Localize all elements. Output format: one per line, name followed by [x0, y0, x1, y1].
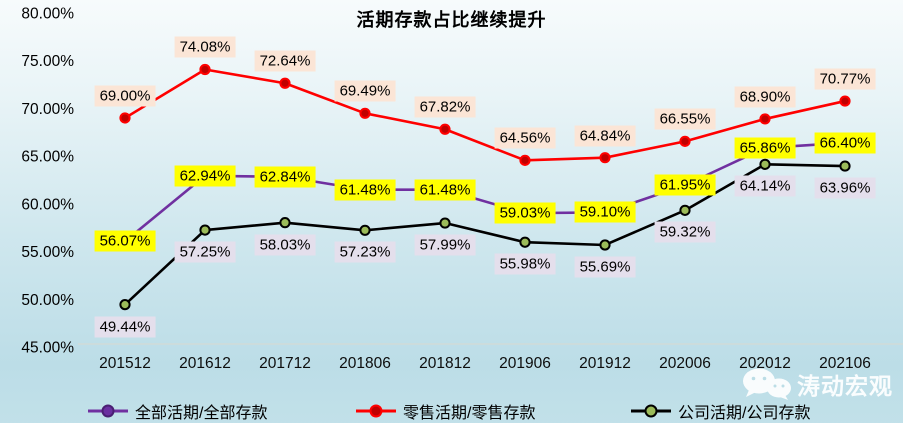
- y-axis-tick-label: 55.00%: [21, 244, 74, 261]
- legend-label: 全部活期/全部存款: [135, 405, 268, 422]
- data-point-marker: [679, 204, 691, 216]
- y-axis-tick-label: 80.00%: [21, 6, 74, 23]
- data-point-marker: [839, 160, 851, 172]
- data-point-marker: [599, 206, 611, 219]
- data-point-marker: [759, 113, 771, 125]
- legend-item: 公司活期/公司存款: [631, 399, 810, 423]
- data-point-marker: [679, 135, 691, 147]
- data-point-marker: [759, 142, 771, 154]
- data-point-marker: [439, 217, 451, 229]
- data-point-marker: [119, 299, 131, 311]
- legend-item: 零售活期/零售存款: [356, 399, 535, 423]
- data-point-marker: [519, 154, 531, 166]
- data-point-marker: [199, 170, 211, 182]
- x-axis-tick-label: 201612: [179, 355, 231, 372]
- series-line: [124, 141, 846, 243]
- legend-label: 零售活期/零售存款: [403, 405, 536, 422]
- x-axis-tick-label: 201812: [419, 355, 471, 372]
- legend-marker-icon: [356, 404, 396, 418]
- legend-marker-icon: [631, 404, 671, 418]
- x-axis-tick-label: 201906: [499, 355, 551, 372]
- data-point-marker: [199, 63, 211, 76]
- data-point-marker: [679, 179, 691, 191]
- series-line: [124, 68, 846, 162]
- data-point-marker: [519, 236, 531, 248]
- series-line: [124, 163, 846, 306]
- chart-title: 活期存款占比继续提升: [356, 10, 547, 31]
- data-point-marker: [359, 224, 371, 236]
- data-point-marker: [439, 123, 451, 135]
- x-axis-tick-label: 202106: [819, 355, 871, 372]
- data-point-marker: [359, 107, 371, 119]
- x-axis-tick-label: 201712: [259, 355, 311, 372]
- y-axis-tick-label: 45.00%: [21, 340, 74, 357]
- data-point-marker: [119, 235, 131, 247]
- data-point-marker: [279, 77, 291, 89]
- wechat-icon: [743, 368, 791, 400]
- data-point-marker: [119, 112, 131, 124]
- data-point-marker: [519, 207, 531, 219]
- watermark-text: 涛动宏观: [797, 373, 893, 399]
- data-point-marker: [839, 95, 851, 107]
- y-axis-tick-label: 65.00%: [21, 149, 74, 166]
- x-axis-tick-label: 202012: [739, 355, 791, 372]
- legend-marker-icon: [88, 404, 128, 418]
- data-point-marker: [439, 184, 451, 196]
- y-axis-tick-label: 70.00%: [21, 101, 74, 118]
- y-axis-tick-label: 50.00%: [21, 292, 74, 309]
- x-axis-tick-label: 201512: [99, 355, 151, 372]
- data-point-marker: [599, 239, 611, 251]
- data-point-marker: [199, 224, 211, 236]
- legend-label: 公司活期/公司存款: [678, 405, 811, 422]
- x-axis-tick-label: 202006: [659, 355, 711, 372]
- x-axis-tick-label: 201912: [579, 355, 631, 372]
- bottom-strip: [0, 423, 903, 429]
- data-point-marker: [279, 171, 291, 183]
- data-point-marker: [759, 158, 771, 170]
- y-axis-tick-label: 75.00%: [21, 53, 74, 70]
- data-point-marker: [279, 217, 291, 229]
- x-axis-tick-label: 201806: [339, 355, 391, 372]
- data-point-marker: [839, 137, 851, 149]
- legend-item: 全部活期/全部存款: [88, 399, 267, 423]
- watermark: 涛动宏观: [741, 367, 893, 401]
- y-axis-tick-label: 60.00%: [21, 196, 74, 213]
- data-point-marker: [359, 184, 371, 196]
- data-point-marker: [599, 152, 611, 164]
